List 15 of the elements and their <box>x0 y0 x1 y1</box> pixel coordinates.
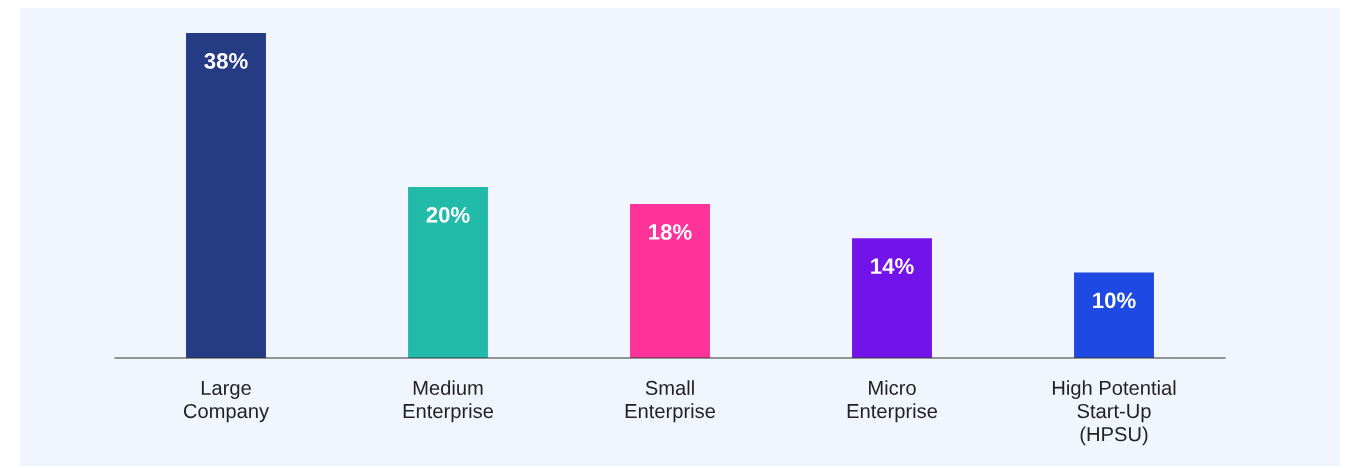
bar <box>408 186 488 358</box>
bar <box>186 33 266 358</box>
x-tick-label: Small Enterprise <box>625 380 715 423</box>
x-tick-label: Large Company <box>183 380 270 423</box>
bar <box>1074 272 1154 358</box>
data-label: 20% <box>426 206 470 223</box>
x-tick-label: Medium Enterprise <box>403 380 493 423</box>
bar <box>852 238 932 358</box>
x-tick-label: High Potential Start-Up (HPSU) <box>1052 380 1176 446</box>
data-label: 10% <box>1093 292 1136 309</box>
data-label: 14% <box>871 258 914 274</box>
data-label: 38% <box>204 53 248 69</box>
data-label: 18% <box>649 224 692 240</box>
x-tick-label: Micro Enterprise <box>847 380 937 423</box>
bar <box>630 204 710 358</box>
